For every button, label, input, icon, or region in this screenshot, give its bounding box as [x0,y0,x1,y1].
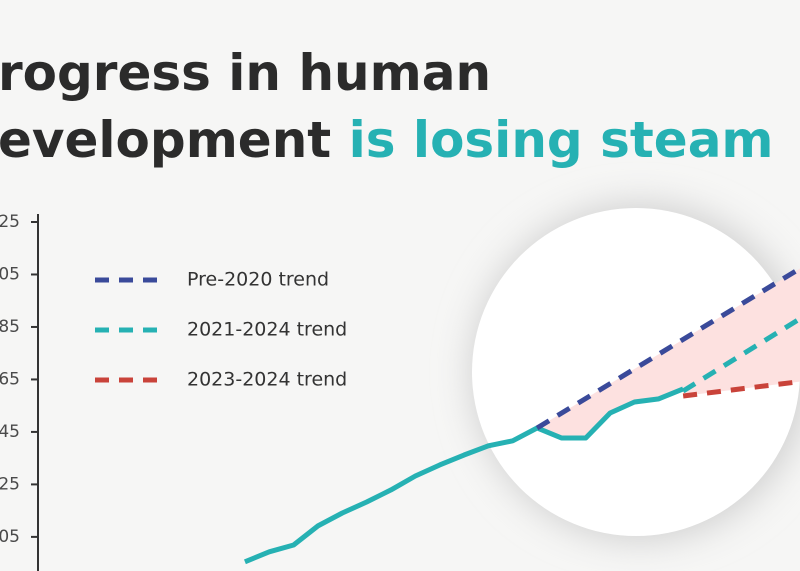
y-tick-label: 45 [0,422,20,442]
y-tick-label: 25 [0,212,20,232]
trend-line [682,379,800,399]
legend-label: Pre-2020 trend [187,269,329,291]
y-tick-label: 65 [0,369,20,389]
legend-label: 2023-2024 trend [187,369,347,391]
y-tick-label: 25 [0,474,20,494]
legend-label: 2021-2024 trend [187,319,347,341]
data-line [243,386,685,565]
title-highlight: is losing steam [349,111,774,169]
trend-line [535,265,800,431]
y-tick-label: 85 [0,317,20,337]
title-line-1: rogress in human [0,44,491,102]
title-line-2: evelopment is losing steam [0,111,774,169]
plot-area: 25 05 85 65 45 25 05 [0,212,800,565]
y-tick-label: 05 [0,264,20,284]
y-tick-label: 05 [0,527,20,547]
title-part: evelopment [0,111,331,169]
